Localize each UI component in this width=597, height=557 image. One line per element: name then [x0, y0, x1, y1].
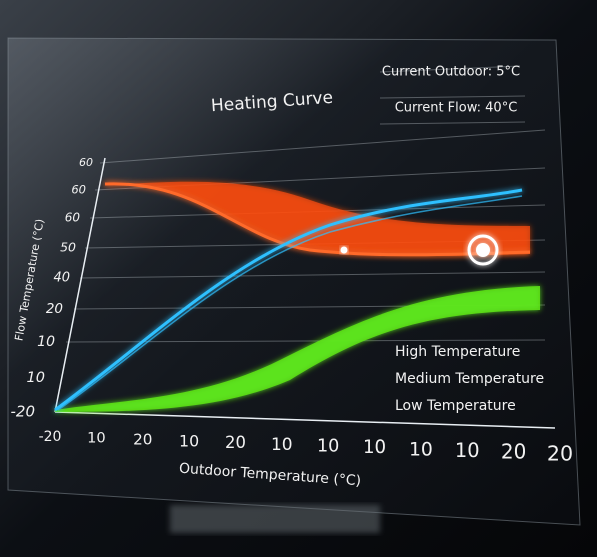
x-ticks: -20 10 20 10 20 10 10 10 10 10 20 20 [39, 429, 574, 466]
x-tick-label: 10 [271, 435, 293, 455]
legend-label: High Temperature [395, 344, 520, 360]
y-tick-label: 60 [65, 211, 81, 225]
marker-point [340, 246, 348, 254]
x-tick-label: 10 [409, 439, 433, 460]
current-point-ring [467, 234, 499, 266]
y-tick-label: 40 [53, 271, 70, 286]
y-tick-label: -20 [11, 403, 36, 421]
y-axis [54, 157, 106, 413]
y-tick-label: 10 [27, 370, 45, 386]
high-temperature-band [105, 181, 530, 256]
low-temperature-band [55, 286, 540, 412]
y-tick-label: 60 [79, 156, 93, 169]
reflection [170, 505, 380, 533]
y-tick-label: 20 [46, 301, 63, 317]
y-tick-label: 60 [71, 183, 86, 197]
info-outdoor: Current Outdoor: 5°C [382, 65, 520, 80]
x-tick-label: 20 [547, 442, 573, 466]
x-tick-label: 20 [225, 433, 246, 452]
x-tick-label: 10 [317, 437, 339, 457]
x-axis [54, 411, 556, 429]
x-tick-label: -20 [39, 429, 62, 445]
legend: High Temperature Medium Temperature Low Te… [362, 344, 544, 414]
y-tick-label: 50 [60, 240, 76, 255]
high-temperature-curve [104, 182, 531, 257]
x-tick-label: 10 [87, 430, 106, 447]
y-tick-label: 10 [37, 334, 55, 350]
legend-label: Low Temperature [395, 398, 516, 414]
info-flow: Current Flow: 40°C [395, 101, 518, 116]
grid [65, 65, 546, 343]
current-point [476, 243, 490, 257]
x-tick-label: 10 [363, 437, 386, 458]
medium-temperature-curve-2 [57, 195, 523, 411]
x-tick-label: 10 [455, 439, 480, 462]
medium-temperature-curve [54, 188, 523, 412]
x-tick-label: 20 [501, 440, 526, 464]
x-tick-label: 20 [133, 431, 152, 449]
x-tick-label: 10 [179, 431, 199, 450]
legend-label: Medium Temperature [395, 371, 544, 387]
y-ticks: 60 60 60 50 40 20 10 10 -20 [11, 156, 94, 421]
